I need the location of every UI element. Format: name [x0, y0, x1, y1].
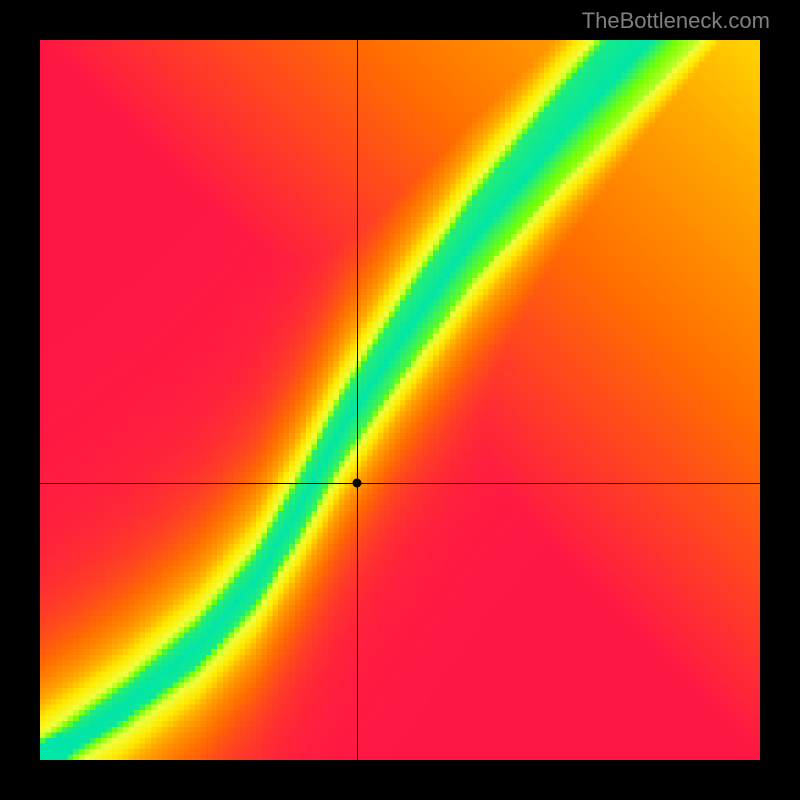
watermark-text: TheBottleneck.com: [582, 8, 770, 34]
heatmap-canvas: [40, 40, 760, 760]
plot-area: [40, 40, 760, 760]
crosshair-horizontal: [40, 483, 760, 484]
crosshair-dot: [352, 478, 361, 487]
crosshair-vertical: [357, 40, 358, 760]
